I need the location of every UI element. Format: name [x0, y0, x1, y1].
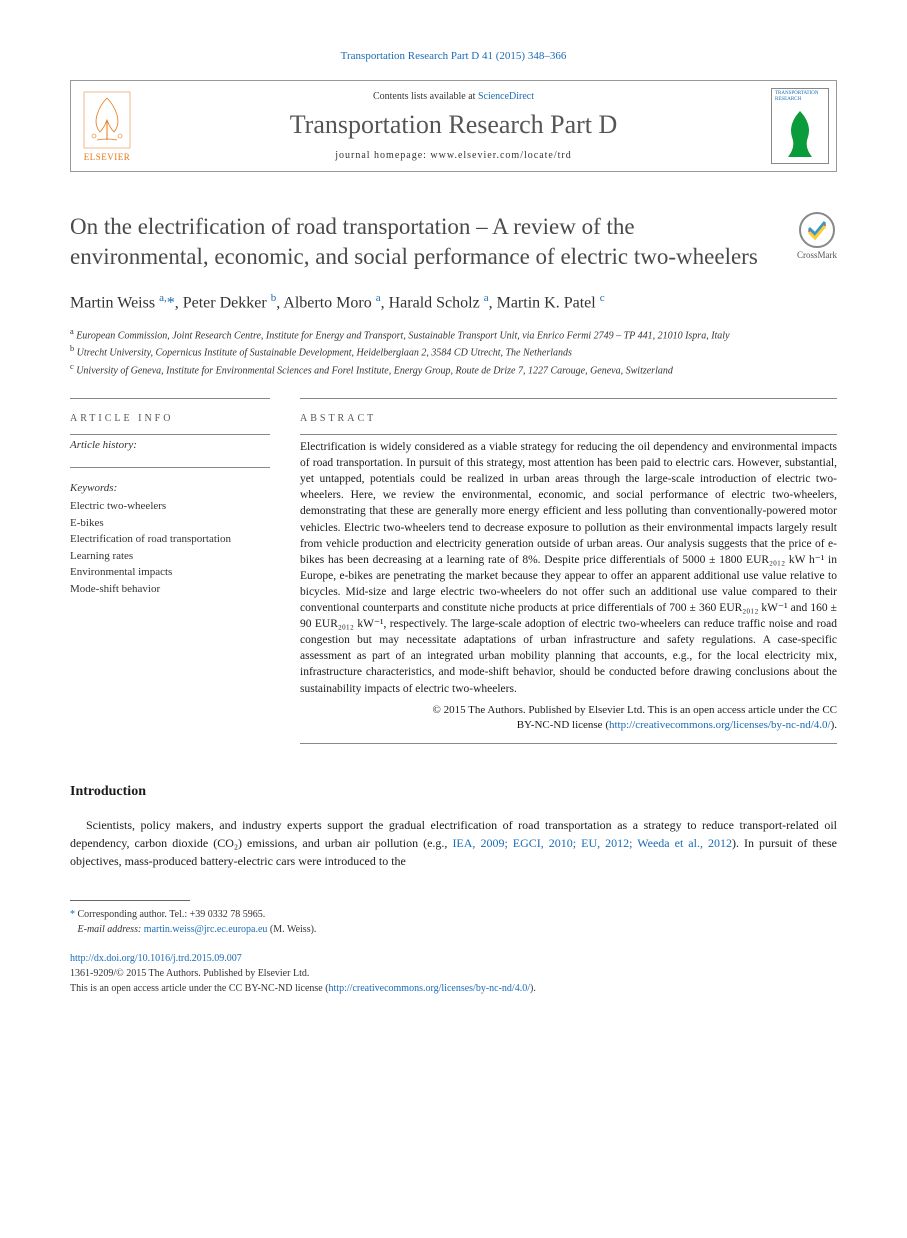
copyright-line1: © 2015 The Authors. Published by Elsevie…	[433, 704, 838, 716]
elsevier-label: ELSEVIER	[84, 152, 131, 162]
affiliations: a European Commission, Joint Research Ce…	[70, 326, 837, 378]
article-history-label: Article history:	[70, 439, 270, 451]
keyword: Electric two-wheelers	[70, 498, 270, 515]
journal-homepage: journal homepage: www.elsevier.com/locat…	[151, 150, 756, 161]
email-link[interactable]: martin.weiss@jrc.ec.europa.eu	[144, 924, 268, 935]
keyword: Mode-shift behavior	[70, 581, 270, 598]
doi-link[interactable]: http://dx.doi.org/10.1016/j.trd.2015.09.…	[70, 953, 242, 964]
email-label: E-mail address:	[78, 924, 144, 935]
introduction-heading: Introduction	[70, 784, 837, 800]
abstract-label: abstract	[300, 399, 837, 434]
contents-prefix: Contents lists available at	[373, 91, 478, 102]
doi-block: http://dx.doi.org/10.1016/j.trd.2015.09.…	[70, 951, 837, 996]
affiliation-a: a European Commission, Joint Research Ce…	[70, 326, 837, 343]
journal-header: ELSEVIER Contents lists available at Sci…	[70, 80, 837, 172]
email-suffix: (M. Weiss).	[267, 924, 316, 935]
keyword: E-bikes	[70, 515, 270, 532]
footer-license-link[interactable]: http://creativecommons.org/licenses/by-n…	[329, 983, 530, 994]
email-line: E-mail address: martin.weiss@jrc.ec.euro…	[70, 922, 837, 937]
license-line: This is an open access article under the…	[70, 981, 837, 996]
license-suffix: ).	[530, 983, 536, 994]
copyright: © 2015 The Authors. Published by Elsevie…	[300, 703, 837, 734]
article-title: On the electrification of road transport…	[70, 212, 777, 272]
copyright-line2-suffix: ).	[831, 719, 837, 731]
info-abstract-row: article info Article history: Keywords: …	[70, 398, 837, 744]
crossmark-icon	[799, 212, 835, 248]
elsevier-tree-icon	[82, 90, 132, 150]
keyword: Electrification of road transportation	[70, 531, 270, 548]
authors: Martin Weiss a,*, Peter Dekker b, Albert…	[70, 292, 837, 312]
header-center: Contents lists available at ScienceDirec…	[143, 81, 764, 171]
keywords-label: Keywords:	[70, 482, 270, 494]
cover-road-icon	[772, 105, 828, 163]
corresponding-author: * Corresponding author. Tel.: +39 0332 7…	[70, 907, 837, 922]
license-link[interactable]: http://creativecommons.org/licenses/by-n…	[609, 719, 831, 731]
affiliation-b: b Utrecht University, Copernicus Institu…	[70, 343, 837, 360]
issn-line: 1361-9209/© 2015 The Authors. Published …	[70, 966, 837, 981]
contents-available: Contents lists available at ScienceDirec…	[151, 91, 756, 102]
cover-box: TRANSPORTATION RESEARCH	[771, 88, 829, 164]
page: Transportation Research Part D 41 (2015)…	[0, 0, 907, 1036]
keyword: Learning rates	[70, 548, 270, 565]
abstract-text: Electrification is widely considered as …	[300, 435, 837, 697]
journal-name: Transportation Research Part D	[151, 110, 756, 140]
crossmark-label: CrossMark	[797, 250, 837, 260]
keywords-list: Electric two-wheelers E-bikes Electrific…	[70, 498, 270, 597]
affiliation-c: c University of Geneva, Institute for En…	[70, 361, 837, 378]
copyright-line2-prefix: BY-NC-ND license (	[517, 719, 609, 731]
footnotes: * Corresponding author. Tel.: +39 0332 7…	[70, 907, 837, 937]
license-prefix: This is an open access article under the…	[70, 983, 329, 994]
intro-paragraph: Scientists, policy makers, and industry …	[70, 816, 837, 870]
article-info-column: article info Article history: Keywords: …	[70, 398, 270, 744]
crossmark-badge[interactable]: CrossMark	[797, 212, 837, 260]
article-info-label: article info	[70, 399, 270, 434]
journal-cover: TRANSPORTATION RESEARCH	[764, 81, 836, 171]
title-row: On the electrification of road transport…	[70, 212, 837, 272]
journal-reference: Transportation Research Part D 41 (2015)…	[70, 50, 837, 62]
sciencedirect-link[interactable]: ScienceDirect	[478, 91, 534, 102]
intro-citation[interactable]: IEA, 2009; EGCI, 2010; EU, 2012; Weeda e…	[452, 836, 732, 850]
keyword: Environmental impacts	[70, 564, 270, 581]
footnote-separator	[70, 900, 190, 901]
abstract-column: abstract Electrification is widely consi…	[300, 398, 837, 744]
cover-title: TRANSPORTATION RESEARCH	[772, 89, 828, 105]
elsevier-logo: ELSEVIER	[71, 81, 143, 171]
